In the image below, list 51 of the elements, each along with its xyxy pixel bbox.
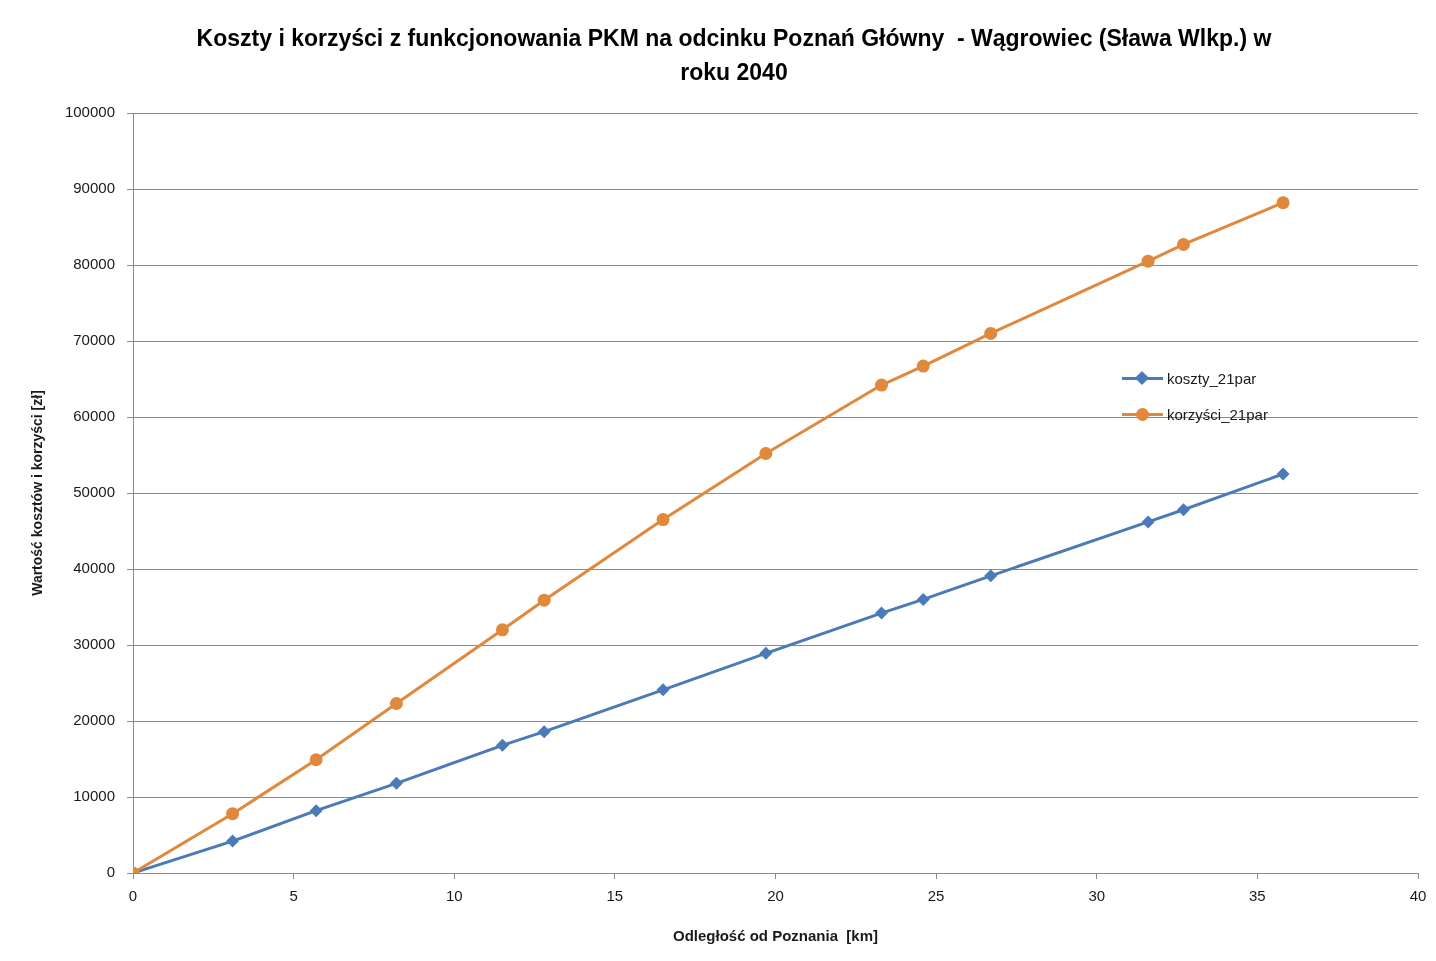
x-tick-label: 20 — [767, 887, 784, 905]
x-tick-label: 15 — [606, 887, 624, 905]
point — [1176, 237, 1190, 251]
point — [226, 807, 240, 821]
y-tick-label: 20000 — [73, 711, 115, 729]
y-axis-title: Wartość kosztów i korzyści [zł] — [29, 390, 46, 596]
y-tick-label: 80000 — [73, 255, 115, 273]
y-tick-label: 70000 — [73, 331, 115, 349]
point — [984, 326, 998, 340]
x-tick-label: 10 — [445, 887, 463, 905]
point — [656, 683, 670, 697]
point — [759, 446, 773, 460]
y-tick-label: 90000 — [73, 179, 115, 197]
point — [1176, 503, 1190, 517]
y-tick-label: 60000 — [73, 407, 115, 425]
chart-title: Koszty i korzyści z funkcjonowania PKM na odcinku Poznań Główny - Wągrowiec (Sława Wlkp.) w roku 2040 — [195, 24, 1273, 87]
point — [875, 606, 889, 620]
point — [389, 697, 403, 711]
x-tick-label: 0 — [128, 887, 138, 905]
point — [759, 646, 773, 660]
x-axis-title: Odległość od Poznania [km] — [672, 927, 879, 945]
point — [1276, 196, 1290, 210]
point — [226, 834, 240, 848]
point — [1141, 515, 1155, 529]
point — [389, 776, 403, 790]
y-tick-label: 10000 — [73, 787, 115, 805]
point — [656, 513, 670, 527]
y-tick-label: 0 — [106, 863, 115, 881]
y-tick-label: 100000 — [64, 103, 115, 121]
x-tick-label: 40 — [1409, 887, 1427, 905]
point — [309, 804, 323, 818]
point — [916, 359, 930, 373]
x-tick-label: 30 — [1088, 887, 1106, 905]
point — [1141, 254, 1155, 268]
point — [916, 592, 930, 606]
point — [875, 378, 889, 392]
point — [495, 738, 509, 752]
point — [537, 593, 551, 607]
y-tick-label: 40000 — [73, 559, 115, 577]
legend-label: korzyści_21par — [1167, 405, 1268, 423]
legend-label: koszty_21par — [1167, 369, 1257, 387]
point — [1276, 467, 1290, 481]
point — [984, 569, 998, 583]
point — [537, 725, 551, 739]
point — [309, 753, 323, 767]
y-tick-label: 30000 — [73, 635, 115, 653]
x-tick-label: 5 — [289, 887, 298, 905]
point — [495, 623, 509, 637]
y-tick-label: 50000 — [73, 483, 115, 501]
x-tick-label: 35 — [1249, 887, 1266, 905]
x-tick-label: 25 — [927, 887, 945, 905]
